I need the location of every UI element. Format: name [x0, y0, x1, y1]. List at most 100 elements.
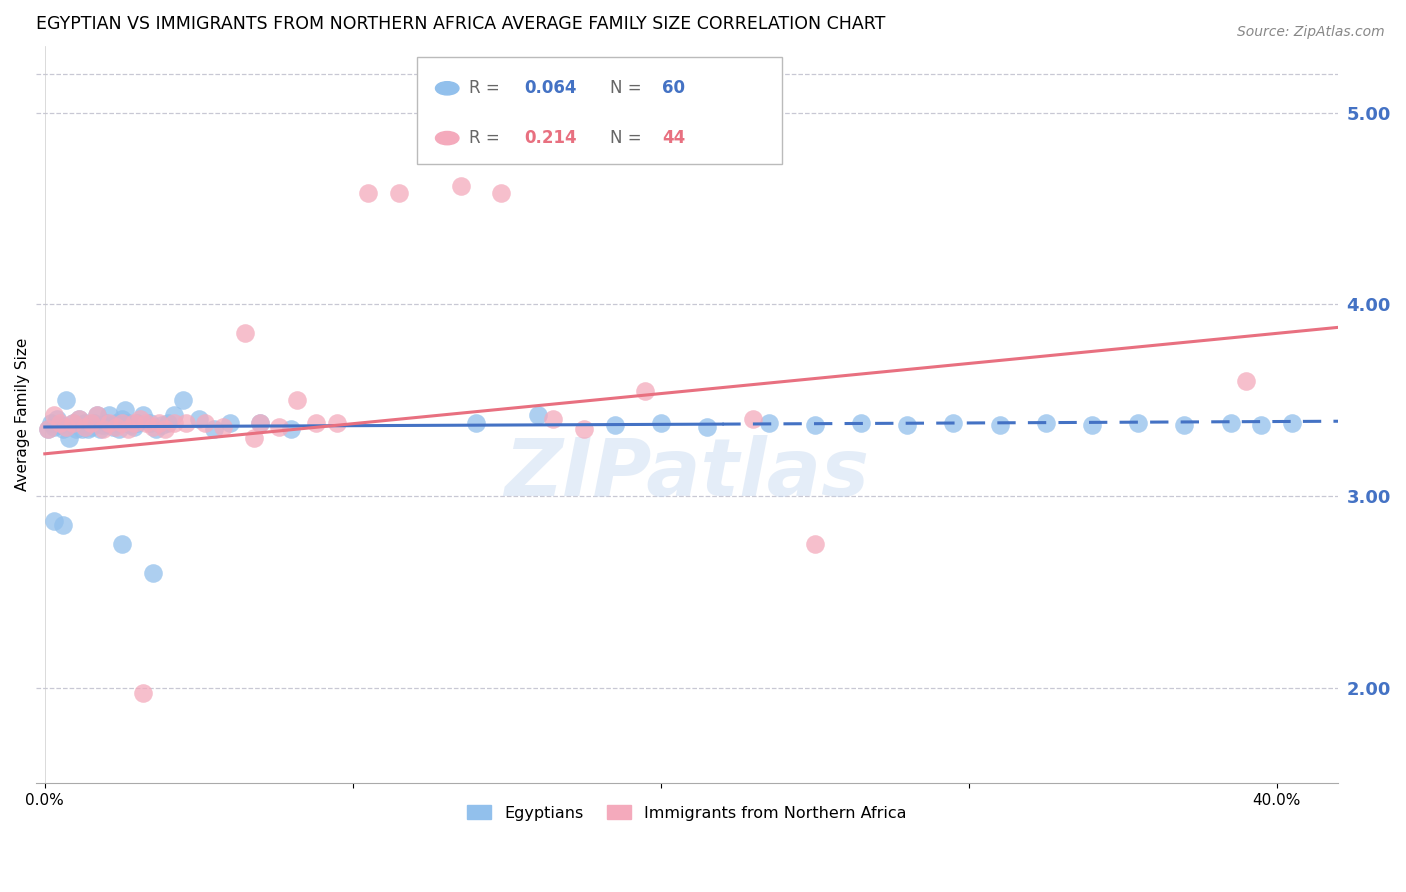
Point	[42, 514, 65, 528]
Point	[450, 178, 472, 193]
Point	[280, 422, 302, 436]
Point	[849, 416, 872, 430]
Text: N =: N =	[610, 79, 647, 97]
Point	[187, 412, 209, 426]
Point	[249, 416, 271, 430]
Point	[388, 186, 411, 201]
Point	[37, 422, 59, 436]
Point	[267, 420, 290, 434]
Point	[803, 418, 825, 433]
Point	[101, 420, 124, 434]
Point	[696, 420, 718, 434]
Text: 0.214: 0.214	[524, 129, 576, 147]
Point	[326, 416, 349, 430]
Point	[150, 418, 173, 433]
Point	[98, 416, 121, 430]
Point	[142, 566, 165, 580]
Point	[634, 384, 657, 398]
Point	[156, 416, 179, 430]
FancyBboxPatch shape	[418, 57, 782, 164]
Point	[58, 432, 80, 446]
Point	[1250, 418, 1272, 433]
Point	[758, 416, 780, 430]
Point	[77, 422, 100, 436]
Point	[91, 422, 114, 436]
Point	[117, 416, 139, 430]
Point	[541, 412, 564, 426]
Point	[62, 416, 84, 430]
Point	[107, 422, 129, 436]
Point	[122, 416, 145, 430]
Point	[52, 422, 75, 436]
Point	[111, 412, 134, 426]
Circle shape	[436, 82, 458, 95]
Point	[988, 418, 1011, 433]
Point	[46, 412, 69, 426]
Point	[91, 418, 114, 433]
Text: 60: 60	[662, 79, 685, 97]
Point	[42, 409, 65, 423]
Point	[49, 418, 72, 433]
Point	[114, 402, 136, 417]
Point	[55, 393, 77, 408]
Point	[153, 422, 176, 436]
Point	[127, 416, 149, 430]
Point	[572, 422, 595, 436]
Point	[86, 409, 108, 423]
Text: Source: ZipAtlas.com: Source: ZipAtlas.com	[1237, 25, 1385, 39]
Point	[1126, 416, 1149, 430]
Point	[73, 416, 96, 430]
Point	[142, 420, 165, 434]
Point	[465, 416, 488, 430]
Point	[1081, 418, 1104, 433]
Point	[803, 537, 825, 551]
Point	[122, 420, 145, 434]
Point	[526, 409, 548, 423]
Point	[129, 412, 152, 426]
Point	[111, 416, 134, 430]
Text: N =: N =	[610, 129, 647, 147]
Point	[65, 422, 87, 436]
Point	[98, 409, 121, 423]
Point	[132, 409, 155, 423]
Point	[1173, 418, 1195, 433]
Point	[89, 422, 111, 436]
Point	[83, 416, 105, 430]
Circle shape	[436, 131, 458, 145]
Point	[172, 393, 194, 408]
Point	[42, 420, 65, 434]
Point	[104, 420, 127, 434]
Point	[132, 686, 155, 700]
Point	[603, 418, 626, 433]
Point	[896, 418, 918, 433]
Point	[1035, 416, 1057, 430]
Point	[49, 416, 72, 430]
Point	[117, 422, 139, 436]
Point	[212, 420, 235, 434]
Point	[104, 416, 127, 430]
Text: R =: R =	[470, 79, 505, 97]
Text: R =: R =	[470, 129, 505, 147]
Point	[135, 416, 157, 430]
Point	[111, 537, 134, 551]
Point	[80, 420, 103, 434]
Point	[138, 416, 160, 430]
Y-axis label: Average Family Size: Average Family Size	[15, 338, 30, 491]
Point	[233, 326, 256, 340]
Point	[1281, 416, 1303, 430]
Point	[67, 412, 90, 426]
Point	[742, 412, 765, 426]
Point	[86, 409, 108, 423]
Point	[1234, 374, 1257, 388]
Point	[96, 416, 118, 430]
Point	[243, 432, 266, 446]
Point	[1219, 416, 1241, 430]
Text: 44: 44	[662, 129, 685, 147]
Point	[249, 416, 271, 430]
Point	[942, 416, 965, 430]
Point	[80, 416, 103, 430]
Point	[176, 416, 198, 430]
Point	[202, 422, 225, 436]
Text: 0.064: 0.064	[524, 79, 576, 97]
Point	[218, 416, 240, 430]
